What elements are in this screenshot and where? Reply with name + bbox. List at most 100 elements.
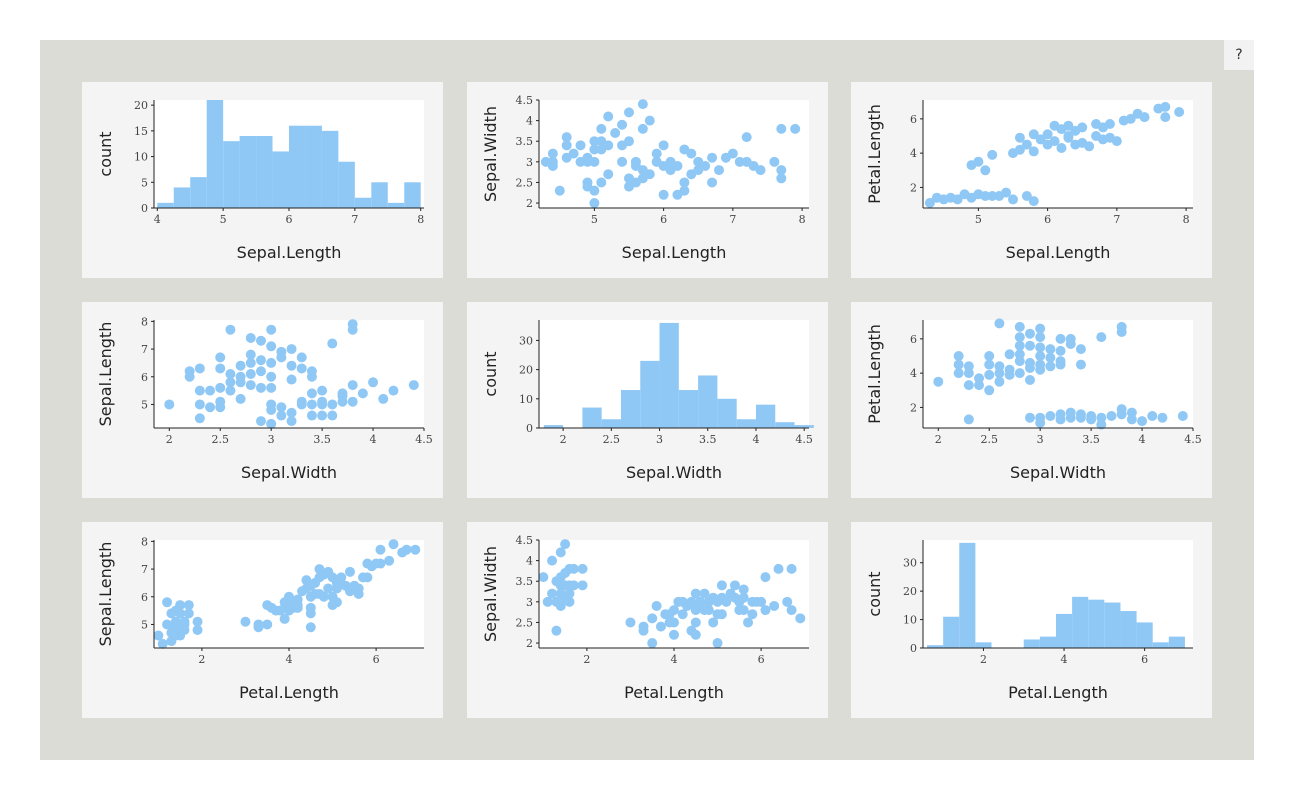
scatter-point xyxy=(973,156,984,167)
scatter-point xyxy=(1126,407,1137,418)
scatter-point xyxy=(603,140,614,151)
scatter-point xyxy=(175,608,186,619)
y-axis-label: Sepal.Length xyxy=(96,322,115,427)
scatter-point xyxy=(795,613,806,624)
scatter-point xyxy=(1014,349,1025,360)
scatter-point xyxy=(738,605,749,616)
scatter-point xyxy=(192,616,203,627)
scatter-point xyxy=(323,583,334,594)
scatter-point xyxy=(568,563,579,574)
scatter-point xyxy=(963,361,974,372)
scatter-point xyxy=(773,563,784,574)
scatter-point xyxy=(624,107,634,118)
scatter-point xyxy=(1065,407,1076,418)
x-axis-label: Petal.Length xyxy=(624,683,724,702)
scatter-point xyxy=(357,388,368,399)
scatter-point xyxy=(1139,112,1150,123)
scatter-point xyxy=(647,613,658,624)
scatter-point xyxy=(1045,352,1056,363)
x-tick-label: 3.5 xyxy=(1082,433,1100,446)
y-tick-label: 5 xyxy=(141,618,148,631)
scatter-point xyxy=(1126,414,1137,425)
scatter-point xyxy=(336,572,347,583)
y-tick-label: 15 xyxy=(134,125,148,138)
scatter-point xyxy=(255,355,266,366)
scatter-point xyxy=(192,625,203,635)
scatter-point xyxy=(1014,321,1025,332)
scatter-point xyxy=(388,385,399,396)
y-tick-label: 10 xyxy=(519,393,533,406)
scatter-point xyxy=(331,597,342,608)
y-tick-label: 0 xyxy=(141,202,148,215)
scatter-point xyxy=(296,352,307,363)
scatter-point xyxy=(963,414,974,425)
scatter-point xyxy=(194,399,205,410)
subplot-svg: 5 6 7 8 2 2.5 3 3.5 4 4.5 Sepal.Length Sepal.Width xyxy=(481,94,809,262)
scatter-point xyxy=(679,185,690,196)
scatter-point xyxy=(215,396,226,407)
scatter-point xyxy=(327,399,338,410)
scatter-point xyxy=(1137,416,1148,427)
histogram-bar xyxy=(1136,622,1153,648)
help-button[interactable]: ? xyxy=(1224,40,1254,70)
scatter-point xyxy=(225,385,236,396)
scatter-point xyxy=(695,596,706,607)
scatter-point xyxy=(317,410,328,421)
scatter-point xyxy=(1014,332,1025,343)
subplot-svg: 5 6 7 8 2 4 6 Sepal.Length Petal.Length xyxy=(865,100,1193,262)
scatter-point xyxy=(162,597,173,608)
scatter-point xyxy=(1004,349,1015,360)
scatter-point xyxy=(205,385,216,396)
histogram-bar xyxy=(698,375,718,428)
scatter-point xyxy=(327,410,338,421)
x-tick-label: 4.5 xyxy=(415,433,433,446)
scatter-point xyxy=(577,563,588,574)
y-tick-label: 0 xyxy=(910,642,917,655)
scatter-point xyxy=(276,346,287,357)
scatter-point xyxy=(776,173,787,184)
subplot-5: 2 2.5 3 3.5 4 4.5 0 10 20 30 Sepal.Width count xyxy=(467,302,828,498)
y-tick-label: 4 xyxy=(526,115,533,128)
scatter-point xyxy=(721,596,732,607)
scatter-point xyxy=(1014,340,1025,351)
scatter-point xyxy=(547,555,558,566)
y-tick-label: 3 xyxy=(526,156,533,169)
scatter-point xyxy=(974,380,985,391)
scatter-point xyxy=(994,376,1005,387)
x-tick-label: 2 xyxy=(980,653,987,666)
subplot-6: 2 2.5 3 3.5 4 4.5 2 4 6 Sepal.Width Petal.Length xyxy=(851,302,1212,498)
x-tick-label: 3 xyxy=(656,433,663,446)
scatter-point xyxy=(1096,332,1107,343)
scatter-point xyxy=(1075,359,1086,370)
x-axis-label: Sepal.Length xyxy=(237,243,342,262)
scatter-point xyxy=(760,605,771,616)
y-tick-label: 7 xyxy=(141,563,148,576)
scatter-point xyxy=(255,382,266,393)
scatter-point xyxy=(980,165,991,176)
scatter-point xyxy=(235,393,246,404)
scatter-point xyxy=(245,369,256,379)
scatter-point xyxy=(1096,412,1107,423)
scatter-point xyxy=(266,371,277,382)
scatter-point xyxy=(669,617,679,628)
x-tick-label: 4 xyxy=(286,653,293,666)
scatter-point xyxy=(306,399,317,410)
scatter-point xyxy=(306,410,317,421)
subplot-7: 2 4 6 5 6 7 8 Petal.Length Sepal.Length xyxy=(82,522,443,718)
histogram-bar xyxy=(239,136,257,208)
scatter-point xyxy=(924,197,935,208)
scatter-point xyxy=(1177,411,1188,421)
scatter-point xyxy=(769,156,780,167)
x-tick-label: 3 xyxy=(1037,433,1044,446)
x-tick-label: 4 xyxy=(752,433,759,446)
scatter-point xyxy=(747,609,758,620)
scatter-point xyxy=(547,588,558,599)
scatter-point xyxy=(1035,134,1046,145)
scatter-point xyxy=(658,189,669,200)
scatter-point xyxy=(378,393,389,404)
scatter-point xyxy=(1096,419,1107,430)
histogram-bar xyxy=(794,425,814,428)
scatter-point xyxy=(1014,356,1025,367)
scatter-point xyxy=(262,619,273,630)
scatter-point xyxy=(1035,359,1046,370)
